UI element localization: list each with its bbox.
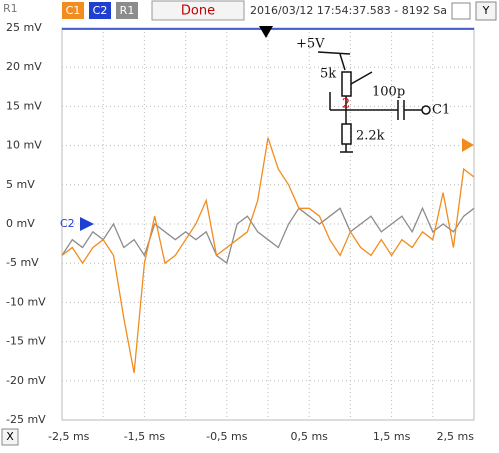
- x-button-label[interactable]: X: [6, 430, 14, 443]
- corner-label: R1: [3, 2, 18, 15]
- trace: [61, 137, 475, 374]
- c2-offset-marker[interactable]: [80, 217, 94, 231]
- y-tick-label: 15 mV: [6, 99, 42, 112]
- timestamp: 2016/03/12 17:54:37.583 - 8192 Sa: [250, 4, 447, 17]
- c1-button[interactable]: [62, 2, 84, 19]
- status-button[interactable]: [151, 0, 245, 21]
- y-button[interactable]: [475, 1, 497, 21]
- y-tick-label: -15 mV: [6, 335, 46, 348]
- x-tick-label: -1,5 ms: [124, 430, 166, 443]
- y-tick-label: 5 mV: [6, 178, 35, 191]
- status-label[interactable]: Done: [181, 4, 215, 19]
- y-tick-label: -5 mV: [6, 256, 39, 269]
- x-tick-label: -2,5 ms: [48, 430, 90, 443]
- annotation: 100p: [372, 85, 405, 100]
- r1-button-label[interactable]: R1: [120, 4, 135, 17]
- x-tick-label: 0,5 ms: [290, 430, 328, 443]
- c1-button-label[interactable]: C1: [66, 4, 81, 17]
- timestamp-clip: 2016/03/12 17:54:37.583 - 8192 Sa: [250, 4, 447, 17]
- mode-icon[interactable]: [451, 2, 471, 20]
- schematic: [317, 51, 431, 153]
- r1-button[interactable]: [116, 2, 138, 19]
- y-tick-label: 10 mV: [6, 139, 42, 152]
- x-button[interactable]: [1, 428, 19, 446]
- annotation: 2.2k: [356, 129, 385, 144]
- x-tick-label: 2,5 ms: [437, 430, 475, 443]
- c2-button-label[interactable]: C2: [93, 4, 108, 17]
- x-tick-label: -0,5 ms: [206, 430, 248, 443]
- y-tick-label: 0 mV: [6, 217, 35, 230]
- y-tick-label: 20 mV: [6, 60, 42, 73]
- plot-area: 25 mV 20 mV 15 mV 10 mV 5 mV 0 mV -5 mV -10 mV -…: [6, 21, 475, 443]
- y-tick-label: -20 mV: [6, 374, 46, 387]
- y-tick-label: -25 mV: [6, 413, 46, 426]
- wire: [317, 51, 351, 55]
- annotation: C1: [432, 103, 450, 118]
- wiper: [350, 71, 373, 85]
- trigger-marker[interactable]: [259, 26, 273, 38]
- annotation: 2: [342, 97, 350, 112]
- y-tick-label: 25 mV: [6, 21, 42, 34]
- y-button-label[interactable]: Y: [482, 4, 490, 17]
- terminal: [421, 105, 431, 115]
- trace: [61, 206, 475, 265]
- x-tick-label: 1,5 ms: [373, 430, 411, 443]
- annotation: 5k: [320, 67, 336, 82]
- c2-offset-label: C2: [60, 217, 75, 230]
- wire: [339, 53, 346, 71]
- annotation: +5V: [296, 37, 325, 52]
- y-tick-label: -10 mV: [6, 295, 46, 308]
- c2-button[interactable]: [89, 2, 111, 19]
- trigger-level-marker[interactable]: [462, 138, 474, 152]
